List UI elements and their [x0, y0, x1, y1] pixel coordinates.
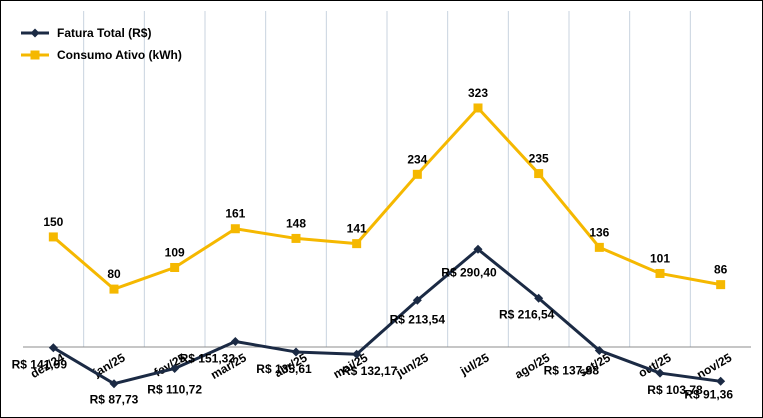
- data-point-consumo: [412, 169, 422, 179]
- data-point-fatura: [412, 295, 422, 305]
- data-point-consumo: [170, 262, 180, 272]
- data-point-fatura: [170, 363, 180, 373]
- data-label-fatura: R$ 132,17: [342, 364, 398, 378]
- data-label-consumo: 235: [529, 152, 549, 166]
- data-label-fatura: R$ 151,32: [180, 352, 236, 366]
- data-label-consumo: 150: [43, 215, 63, 229]
- data-point-fatura: [230, 337, 240, 347]
- data-point-consumo: [534, 169, 544, 179]
- x-tick-label: jul/25: [457, 350, 492, 378]
- series-markers: [48, 103, 726, 389]
- data-label-fatura: R$ 110,72: [147, 382, 202, 396]
- data-labels: 150 80 109 161 148 141 234 323 235 136 101 86 R$ 141…: [12, 86, 734, 407]
- data-point-consumo: [473, 103, 483, 113]
- data-label-consumo: 148: [286, 216, 306, 230]
- data-label-consumo: 86: [714, 263, 728, 277]
- data-point-consumo: [230, 224, 240, 234]
- data-label-fatura: R$ 135,61: [256, 362, 312, 376]
- data-label-fatura: R$ 216,54: [499, 307, 555, 321]
- data-label-fatura: R$ 91,36: [684, 387, 733, 401]
- x-tick-label: nov/25: [694, 350, 734, 381]
- data-point-fatura: [291, 347, 301, 357]
- data-label-fatura: R$ 137,88: [544, 363, 600, 377]
- data-label-consumo: 323: [468, 86, 488, 100]
- data-point-fatura: [48, 343, 58, 353]
- data-label-consumo: 136: [589, 225, 609, 239]
- data-point-fatura: [534, 293, 544, 303]
- data-point-consumo: [291, 233, 301, 243]
- data-label-consumo: 161: [225, 207, 245, 221]
- data-point-consumo: [48, 232, 58, 242]
- legend-label-fatura: Fatura Total (R$): [57, 26, 151, 40]
- data-point-fatura: [473, 244, 483, 254]
- legend: Fatura Total (R$) Consumo Ativo (kWh): [21, 26, 182, 62]
- data-label-consumo: 101: [650, 251, 670, 265]
- data-point-consumo: [655, 268, 665, 278]
- data-point-fatura: [109, 379, 119, 389]
- data-point-fatura: [655, 368, 665, 378]
- legend-item-fatura: Fatura Total (R$): [21, 26, 151, 40]
- data-label-fatura: R$ 213,54: [390, 312, 446, 326]
- series-lines: [52, 106, 721, 386]
- gridlines: [83, 11, 691, 347]
- series-line-consumo: [52, 106, 721, 291]
- data-point-consumo: [109, 284, 119, 294]
- x-tick-label: jun/25: [393, 350, 431, 380]
- data-label-consumo: 141: [347, 222, 367, 236]
- data-point-fatura: [594, 345, 604, 355]
- data-label-consumo: 80: [107, 267, 121, 281]
- data-label-fatura: R$ 103,78: [647, 383, 703, 397]
- data-point-fatura: [716, 376, 726, 386]
- legend-square-icon: [30, 50, 40, 60]
- legend-label-consumo: Consumo Ativo (kWh): [57, 48, 182, 62]
- data-point-consumo: [594, 242, 604, 252]
- legend-diamond-icon: [30, 28, 40, 38]
- data-point-fatura: [352, 349, 362, 359]
- data-label-consumo: 234: [407, 152, 427, 166]
- x-tick-label: jan/25: [90, 350, 128, 380]
- data-point-consumo: [352, 239, 362, 249]
- series-line-fatura: [52, 247, 721, 386]
- data-label-fatura: R$ 290,40: [441, 265, 497, 279]
- data-label-fatura: R$ 141,99: [12, 358, 68, 372]
- data-label-fatura: R$ 87,73: [90, 393, 139, 407]
- data-label-consumo: 109: [165, 245, 185, 259]
- data-point-consumo: [716, 280, 726, 290]
- legend-item-consumo: Consumo Ativo (kWh): [21, 48, 182, 62]
